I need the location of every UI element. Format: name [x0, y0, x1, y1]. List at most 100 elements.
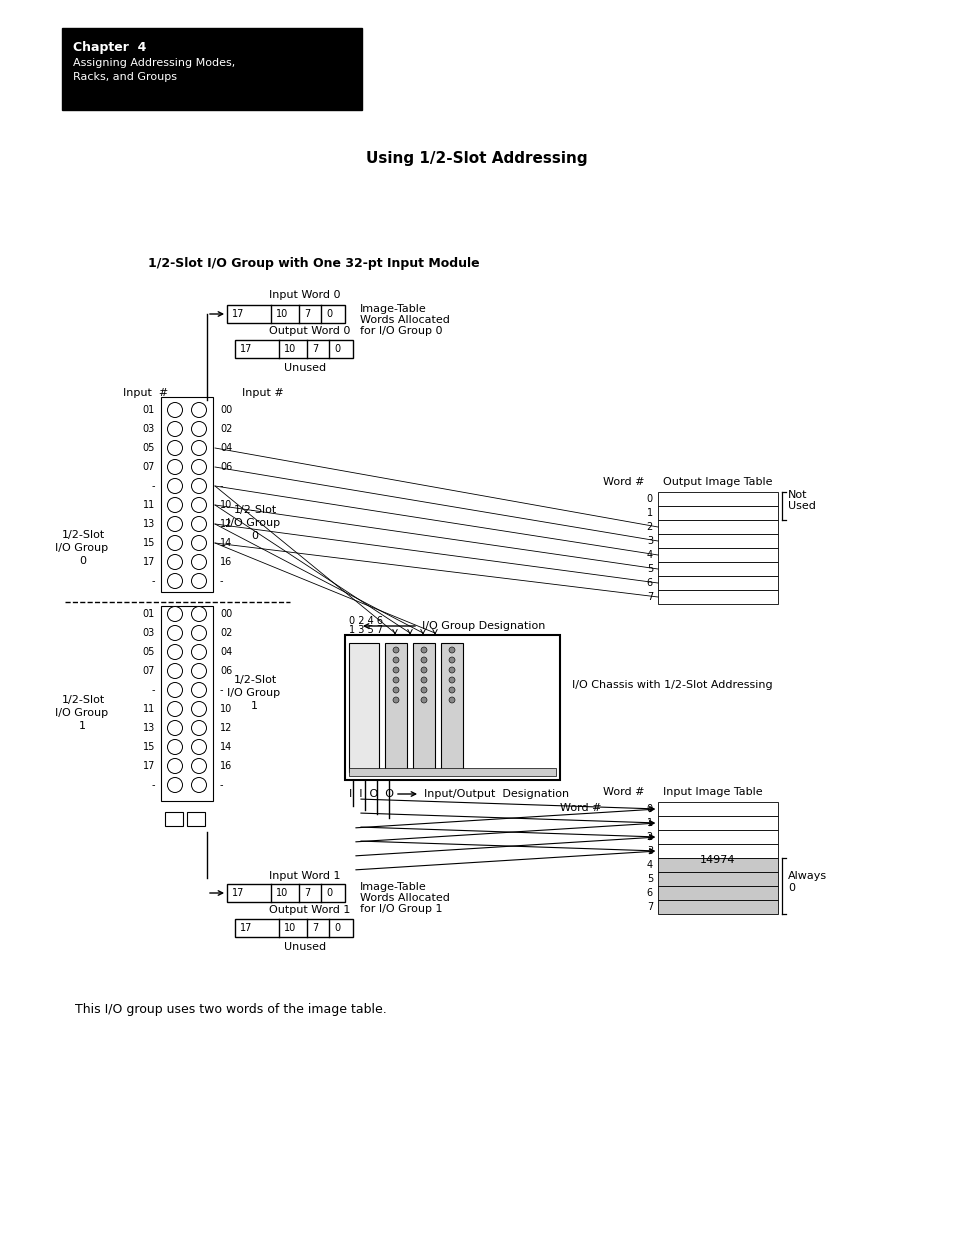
Text: 17: 17	[143, 761, 154, 771]
Text: 06: 06	[220, 462, 232, 472]
Text: 17: 17	[232, 309, 244, 319]
Bar	[658, 802, 778, 816]
Circle shape	[449, 687, 455, 693]
Circle shape	[420, 687, 427, 693]
Circle shape	[192, 663, 206, 678]
Text: 14: 14	[220, 742, 232, 752]
Text: Input  #: Input #	[123, 388, 168, 398]
Bar	[385, 643, 407, 772]
Text: 5: 5	[646, 874, 652, 884]
Circle shape	[393, 657, 398, 663]
Text: 1/2-Slot: 1/2-Slot	[233, 505, 277, 515]
Circle shape	[168, 625, 182, 641]
Text: 0: 0	[251, 531, 257, 541]
Text: 11: 11	[143, 704, 154, 714]
Text: 10: 10	[220, 704, 232, 714]
Text: 14974: 14974	[700, 855, 735, 864]
Text: 05: 05	[143, 443, 154, 453]
Bar	[349, 768, 556, 776]
Text: Image-Table: Image-Table	[359, 882, 426, 892]
Text: Used: Used	[787, 501, 815, 511]
Bar	[187, 811, 205, 826]
Text: This I/O group uses two words of the image table.: This I/O group uses two words of the ima…	[75, 1004, 386, 1016]
Circle shape	[168, 498, 182, 513]
Circle shape	[192, 573, 206, 589]
Text: 6: 6	[646, 578, 652, 588]
Circle shape	[168, 555, 182, 569]
Circle shape	[192, 758, 206, 773]
Circle shape	[168, 441, 182, 456]
Bar	[658, 548, 778, 562]
Text: 04: 04	[220, 443, 232, 453]
Text: Words Allocated: Words Allocated	[359, 893, 450, 903]
Bar	[658, 816, 778, 830]
Circle shape	[393, 667, 398, 673]
Bar	[658, 830, 778, 844]
Text: Not: Not	[787, 490, 806, 500]
Text: I/O Group: I/O Group	[55, 543, 108, 553]
Circle shape	[192, 536, 206, 551]
Text: 10: 10	[284, 345, 296, 354]
Bar	[658, 534, 778, 548]
Text: 0 2 4 6: 0 2 4 6	[349, 616, 382, 626]
Circle shape	[192, 701, 206, 716]
Bar	[345, 635, 559, 781]
Text: -: -	[152, 576, 154, 585]
Bar	[413, 643, 435, 772]
Text: Unused: Unused	[284, 942, 326, 952]
Circle shape	[420, 667, 427, 673]
Text: 1 3 5 7: 1 3 5 7	[349, 625, 383, 635]
Text: Output Image Table: Output Image Table	[662, 477, 772, 487]
Text: 07: 07	[143, 462, 154, 472]
Circle shape	[192, 606, 206, 621]
Bar	[658, 590, 778, 604]
Circle shape	[192, 421, 206, 436]
Text: Always: Always	[787, 871, 826, 881]
Text: 17: 17	[240, 923, 253, 932]
Text: 0: 0	[646, 494, 652, 504]
Text: 03: 03	[143, 424, 154, 433]
Text: I/O Group Designation: I/O Group Designation	[421, 621, 545, 631]
Text: 16: 16	[220, 557, 232, 567]
Text: 6: 6	[646, 888, 652, 898]
Circle shape	[192, 459, 206, 474]
Text: Word #: Word #	[559, 803, 601, 813]
Text: Input Word 1: Input Word 1	[269, 871, 340, 881]
Text: 06: 06	[220, 666, 232, 676]
Text: -: -	[152, 781, 154, 790]
Circle shape	[393, 677, 398, 683]
Circle shape	[192, 403, 206, 417]
Text: Assigning Addressing Modes,: Assigning Addressing Modes,	[73, 58, 235, 68]
Text: Input Image Table: Input Image Table	[662, 787, 761, 797]
Bar	[658, 844, 778, 858]
Text: I/O Group: I/O Group	[227, 688, 280, 698]
Text: -: -	[220, 781, 223, 790]
Text: Output Word 0: Output Word 0	[269, 326, 351, 336]
Text: 0: 0	[326, 309, 332, 319]
Bar	[234, 919, 353, 937]
Text: Words Allocated: Words Allocated	[359, 315, 450, 325]
Text: 17: 17	[143, 557, 154, 567]
Text: 4: 4	[646, 550, 652, 559]
Circle shape	[168, 516, 182, 531]
Circle shape	[192, 778, 206, 793]
Bar	[234, 340, 353, 358]
Bar	[349, 643, 378, 772]
Circle shape	[168, 663, 182, 678]
Circle shape	[192, 555, 206, 569]
Text: 00: 00	[220, 405, 232, 415]
Text: 2: 2	[646, 832, 652, 842]
Text: 1/2-Slot: 1/2-Slot	[233, 676, 277, 685]
Circle shape	[168, 758, 182, 773]
Text: 0: 0	[787, 883, 794, 893]
Text: 1: 1	[646, 508, 652, 517]
Text: 3: 3	[646, 536, 652, 546]
Circle shape	[168, 403, 182, 417]
Bar	[161, 396, 213, 592]
Bar	[227, 305, 345, 324]
Text: 05: 05	[143, 647, 154, 657]
Text: 12: 12	[220, 722, 233, 734]
Text: 01: 01	[143, 405, 154, 415]
Text: -: -	[220, 685, 223, 695]
Text: 0: 0	[646, 804, 652, 814]
